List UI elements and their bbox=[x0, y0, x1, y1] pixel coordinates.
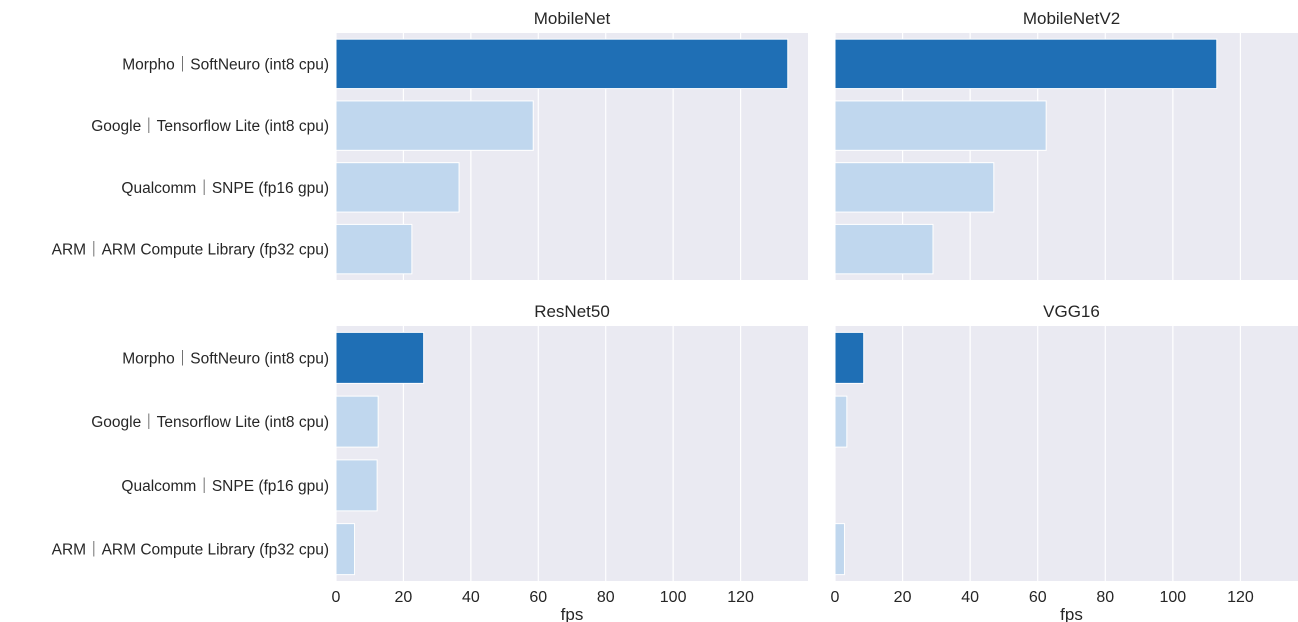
x-tick-label: 0 bbox=[332, 589, 341, 606]
category-label: Qualcomm｜SNPE (fp16 gpu) bbox=[121, 179, 329, 197]
panel-title: MobileNet bbox=[534, 9, 611, 28]
panel-title: ResNet50 bbox=[534, 302, 610, 321]
bar bbox=[834, 331, 865, 384]
bar bbox=[335, 459, 378, 512]
category-label: Qualcomm｜SNPE (fp16 gpu) bbox=[121, 477, 329, 495]
x-tick-label: 20 bbox=[395, 589, 413, 606]
bar bbox=[834, 162, 995, 213]
bar bbox=[834, 100, 1047, 151]
x-tick-label: 60 bbox=[1029, 589, 1047, 606]
bar bbox=[834, 38, 1218, 90]
bar bbox=[335, 331, 425, 384]
category-label: Google｜Tensorflow Lite (int8 cpu) bbox=[91, 413, 329, 431]
x-axis-label: fps bbox=[1060, 605, 1083, 622]
x-tick-label: 0 bbox=[831, 589, 840, 606]
x-tick-label: 60 bbox=[529, 589, 547, 606]
category-label: Morpho｜SoftNeuro (int8 cpu) bbox=[122, 349, 329, 367]
bar bbox=[834, 395, 848, 448]
bar bbox=[335, 38, 789, 90]
panel-title: MobileNetV2 bbox=[1023, 9, 1120, 28]
category-label: ARM｜ARM Compute Library (fp32 cpu) bbox=[52, 241, 329, 259]
x-tick-label: 120 bbox=[1227, 589, 1254, 606]
bar bbox=[834, 523, 845, 576]
x-tick-label: 40 bbox=[961, 589, 979, 606]
x-tick-label: 80 bbox=[1096, 589, 1114, 606]
category-label: Morpho｜SoftNeuro (int8 cpu) bbox=[122, 55, 329, 73]
bar bbox=[335, 100, 534, 151]
x-tick-label: 120 bbox=[727, 589, 754, 606]
x-tick-label: 100 bbox=[1160, 589, 1187, 606]
bar bbox=[335, 523, 356, 576]
bar bbox=[335, 395, 379, 448]
panel-background bbox=[835, 326, 1298, 581]
x-tick-label: 100 bbox=[660, 589, 687, 606]
category-label: ARM｜ARM Compute Library (fp32 cpu) bbox=[52, 541, 329, 559]
panel-title: VGG16 bbox=[1043, 302, 1100, 321]
bar bbox=[834, 223, 934, 275]
category-label: Google｜Tensorflow Lite (int8 cpu) bbox=[91, 117, 329, 135]
x-tick-label: 20 bbox=[894, 589, 912, 606]
x-axis-label: fps bbox=[561, 605, 584, 622]
x-tick-label: 80 bbox=[597, 589, 615, 606]
x-tick-label: 40 bbox=[462, 589, 480, 606]
bar bbox=[335, 223, 413, 275]
bar bbox=[335, 162, 460, 213]
